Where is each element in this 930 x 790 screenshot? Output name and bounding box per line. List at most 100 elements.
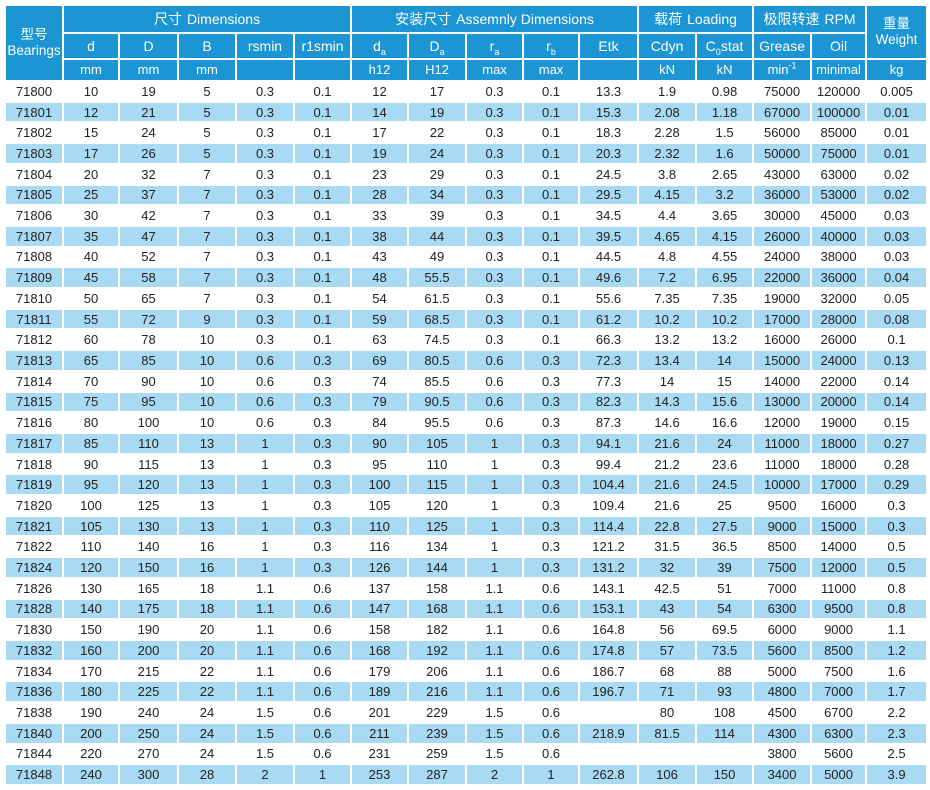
cell-r1smin: 0.6 (292, 576, 353, 600)
cell-rb: 0.1 (522, 266, 581, 290)
col-header-c0stat: C0stat (695, 32, 755, 60)
cell-Da: 49 (407, 245, 468, 269)
cell-rsmin: 1.5 (235, 721, 295, 745)
cell-grease: 7000 (752, 576, 813, 600)
cell-Da: 110 (407, 452, 468, 476)
cell-grease: 3800 (752, 742, 813, 766)
cell-weight: 0.27 (865, 431, 929, 455)
cell-weight: 0.08 (865, 307, 929, 331)
cell-c0stat: 24.5 (695, 473, 755, 497)
cell-rb: 0.6 (522, 638, 581, 662)
table-row: 71819 95 120 13 1 0.3 100 115 1 0.3 104.4 21.6 24.5 1… (4, 473, 929, 497)
cell-model: 71848 (4, 763, 64, 786)
cell-ra: 0.3 (465, 307, 525, 331)
cell-cdyn: 32 (637, 556, 698, 579)
cell-B: 22 (177, 659, 237, 683)
cell-B: 9 (177, 307, 237, 331)
cell-rsmin: 0.3 (235, 100, 295, 124)
cell-etk: 99.4 (578, 452, 640, 476)
cell-ra: 1 (465, 452, 525, 476)
cell-Da: 134 (407, 535, 468, 559)
assembly-label-zh: 安装尺寸 (395, 10, 452, 27)
cell-oil: 17000 (810, 473, 868, 497)
cell-rsmin: 1.1 (235, 597, 295, 621)
cell-Da: 239 (407, 721, 468, 745)
cell-rsmin: 1 (235, 514, 295, 538)
cell-cdyn: 10.2 (637, 307, 698, 331)
cell-D: 215 (118, 659, 179, 683)
cell-D: 19 (118, 80, 179, 103)
cell-r1smin: 0.3 (292, 369, 353, 393)
cell-r1smin: 0.1 (292, 266, 353, 290)
cell-c0stat: 114 (695, 721, 755, 745)
table-row: 71812 60 78 10 0.3 0.1 63 74.5 0.3 0.1 66.3 13.2 13.… (4, 328, 929, 352)
cell-grease: 19000 (752, 287, 813, 310)
cell-ra: 1 (465, 494, 525, 517)
dimensions-label-zh: 尺寸 (153, 10, 182, 27)
cell-r1smin: 0.6 (292, 659, 353, 683)
weight-column-header: 重量 Weight (865, 4, 929, 60)
cell-cdyn: 21.6 (637, 473, 698, 497)
cell-oil: 63000 (810, 162, 868, 186)
table-body: 71800 10 19 5 0.3 0.1 12 17 0.3 0.1 13.3 1.9 0.98 750… (4, 80, 929, 786)
table-row: 71810 50 65 7 0.3 0.1 54 61.5 0.3 0.1 55.6 7.35 7.35… (4, 287, 929, 310)
cell-Da: 17 (407, 80, 468, 103)
cell-rb: 0.1 (522, 162, 581, 186)
cell-c0stat: 0.98 (695, 80, 755, 103)
col-header-Da: Da (407, 32, 468, 60)
cell-d: 140 (62, 597, 120, 621)
table-row: 71826 130 165 18 1.1 0.6 137 158 1.1 0.6 143.1 42.5… (4, 576, 929, 600)
cell-da: 17 (350, 121, 410, 145)
cell-rb: 0.1 (522, 245, 581, 269)
cell-etk: 174.8 (578, 638, 640, 662)
cell-ra: 0.3 (465, 121, 525, 145)
cell-rsmin: 2 (235, 763, 295, 786)
col-header-cdyn: Cdyn (637, 32, 698, 60)
unit-header-d: mm (62, 58, 120, 82)
rpm-label-en: RPM (824, 10, 856, 27)
cell-B: 24 (177, 742, 237, 766)
cell-cdyn: 4.4 (637, 204, 698, 227)
cell-d: 160 (62, 638, 120, 662)
cell-D: 65 (118, 287, 179, 310)
unit-header-Da: H12 (407, 58, 468, 82)
unit-header-cdyn: kN (637, 58, 698, 82)
cell-Da: 19 (407, 100, 468, 124)
cell-ra: 1.5 (465, 721, 525, 745)
cell-D: 32 (118, 162, 179, 186)
cell-grease: 6000 (752, 618, 813, 641)
cell-c0stat: 73.5 (695, 638, 755, 662)
cell-grease: 43000 (752, 162, 813, 186)
cell-oil: 5000 (810, 763, 868, 786)
cell-ra: 0.3 (465, 162, 525, 186)
cell-Da: 229 (407, 701, 468, 724)
cell-d: 80 (62, 411, 120, 434)
cell-grease: 11000 (752, 452, 813, 476)
cell-rsmin: 1 (235, 431, 295, 455)
cell-grease: 9500 (752, 494, 813, 517)
cell-cdyn: 13.2 (637, 328, 698, 352)
cell-r1smin: 0.1 (292, 183, 353, 207)
cell-Da: 68.5 (407, 307, 468, 331)
table-row: 71811 55 72 9 0.3 0.1 59 68.5 0.3 0.1 61.2 10.2 10.2… (4, 307, 929, 331)
cell-B: 22 (177, 680, 237, 704)
table-row: 71814 70 90 10 0.6 0.3 74 85.5 0.6 0.3 77.3 14 15 140… (4, 369, 929, 393)
cell-Da: 168 (407, 597, 468, 621)
cell-B: 5 (177, 100, 237, 124)
cell-rb: 0.3 (522, 390, 581, 414)
cell-weight: 0.02 (865, 183, 929, 207)
cell-grease: 14000 (752, 369, 813, 393)
cell-cdyn: 7.2 (637, 266, 698, 290)
cell-rb: 0.6 (522, 721, 581, 745)
cell-model: 71822 (4, 535, 64, 559)
cell-model: 71806 (4, 204, 64, 227)
cell-oil: 11000 (810, 576, 868, 600)
col-header-rb: rb (522, 32, 581, 60)
cell-cdyn: 2.32 (637, 142, 698, 165)
cell-ra: 1.1 (465, 597, 525, 621)
cell-grease: 56000 (752, 121, 813, 145)
cell-Da: 192 (407, 638, 468, 662)
cell-B: 16 (177, 535, 237, 559)
cell-d: 20 (62, 162, 120, 186)
cell-rb: 0.3 (522, 556, 581, 579)
